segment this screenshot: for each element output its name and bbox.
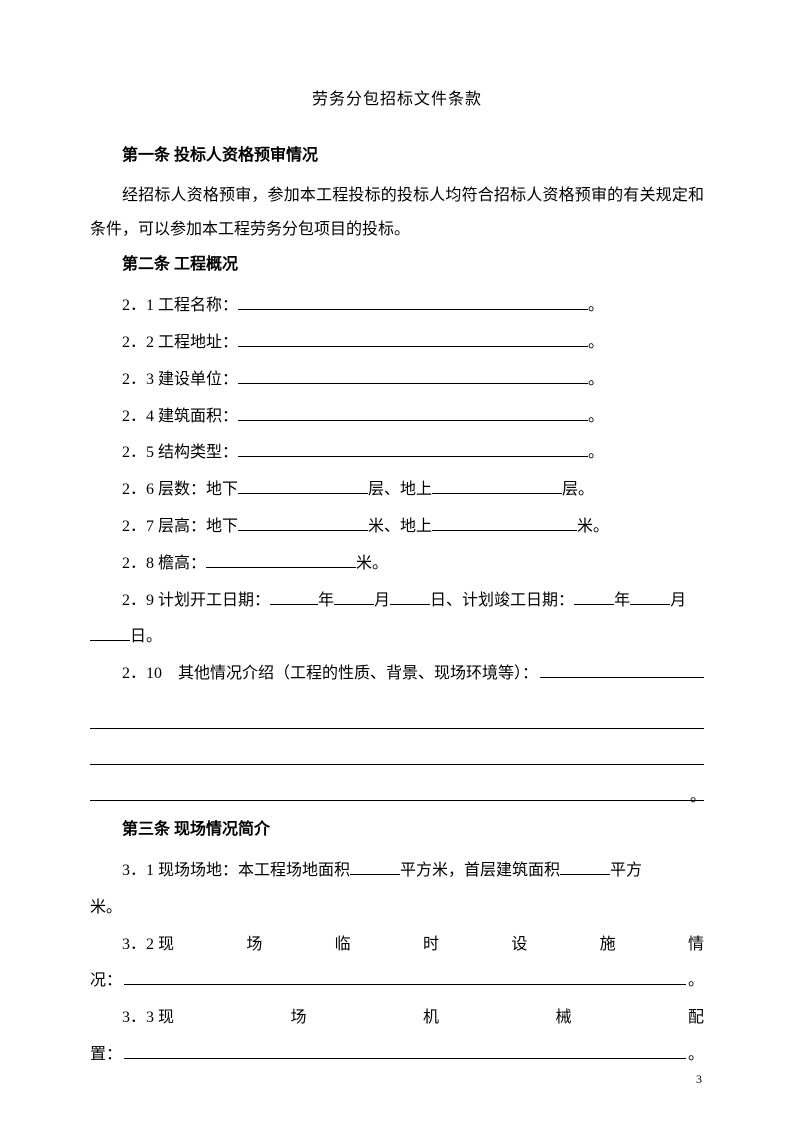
article-1-heading: 第一条 投标人资格预审情况 <box>90 141 704 165</box>
blank-2-6b[interactable] <box>432 478 562 494</box>
item-3-2-c1: 场 <box>246 927 262 964</box>
blank-3-1b[interactable] <box>560 859 610 875</box>
item-2-7-mid: 米、地上 <box>368 518 432 535</box>
article-1-body: 经招标人资格预审，参加本工程投标的投标人均符合招标人资格预审的有关规定和条件，可… <box>90 179 704 246</box>
blank-2-7b[interactable] <box>432 515 577 531</box>
item-3-2: 3．2 现 场 临 时 设 施 情 <box>90 927 704 964</box>
blank-2-10d[interactable] <box>90 767 704 801</box>
item-2-10: 2．10 其他情况介绍（工程的性质、背景、现场环境等）： <box>90 656 704 693</box>
item-2-6-pre: 2．6 层数：地下 <box>122 481 238 498</box>
item-3-3-cont: 置： 。 <box>90 1037 704 1074</box>
blank-2-1[interactable] <box>238 294 588 310</box>
item-2-8-pre: 2．8 檐高： <box>122 555 206 572</box>
page-container: 劳务分包招标文件条款 第一条 投标人资格预审情况 经招标人资格预审，参加本工程投… <box>0 0 794 1123</box>
blank-2-9d2[interactable] <box>90 625 130 641</box>
item-2-7-pre: 2．7 层高：地下 <box>122 518 238 535</box>
blank-2-6a[interactable] <box>238 478 368 494</box>
item-2-8-end: 米。 <box>356 555 388 572</box>
item-2-7-end: 米。 <box>577 518 609 535</box>
item-3-3-c0: 3．3 现 <box>122 1000 174 1037</box>
item-2-5: 2．5 结构类型：。 <box>90 435 704 472</box>
blank-2-9y[interactable] <box>270 589 318 605</box>
item-2-4-label: 2．4 建筑面积： <box>122 408 238 425</box>
item-2-9-m2: 月 <box>670 592 686 609</box>
item-2-1-label: 2．1 工程名称： <box>122 297 238 314</box>
item-2-3-label: 2．3 建设单位： <box>122 371 238 388</box>
item-2-2: 2．2 工程地址：。 <box>90 325 704 362</box>
item-3-2-c3: 时 <box>423 927 439 964</box>
item-3-2-c6: 情 <box>688 927 704 964</box>
item-2-9-y: 年 <box>318 592 334 609</box>
blank-2-3[interactable] <box>238 368 588 384</box>
item-3-3-c3: 械 <box>555 1000 571 1037</box>
page-number: 3 <box>696 1072 702 1087</box>
item-2-1: 2．1 工程名称：。 <box>90 288 704 325</box>
blank-3-1a[interactable] <box>350 859 400 875</box>
item-3-1: 3．1 现场场地：本工程场地面积 平方米，首层建筑面积 平方 <box>90 853 704 890</box>
article-3-heading: 第三条 现场情况简介 <box>90 815 704 839</box>
item-2-9-d: 日、计划竣工日期： <box>430 592 574 609</box>
blank-3-2[interactable] <box>124 969 686 985</box>
item-2-8: 2．8 檐高： 米。 <box>90 546 704 583</box>
item-3-3-c2: 机 <box>423 1000 439 1037</box>
item-2-7: 2．7 层高：地下 米、地上 米。 <box>90 509 704 546</box>
blank-3-3[interactable] <box>124 1043 686 1059</box>
item-2-3: 2．3 建设单位：。 <box>90 362 704 399</box>
item-2-5-label: 2．5 结构类型： <box>122 444 238 461</box>
blank-2-8[interactable] <box>206 552 356 568</box>
item-2-6-mid: 层、地上 <box>368 481 432 498</box>
item-2-10-label: 2．10 其他情况介绍（工程的性质、背景、现场环境等）： <box>122 656 538 693</box>
blank-2-9y2[interactable] <box>574 589 614 605</box>
blank-2-2[interactable] <box>238 331 588 347</box>
item-3-1-mid: 平方米，首层建筑面积 <box>400 862 560 879</box>
item-3-1-pre: 3．1 现场场地：本工程场地面积 <box>122 862 350 879</box>
item-2-6: 2．6 层数：地下 层、地上 层。 <box>90 472 704 509</box>
blank-2-9m2[interactable] <box>630 589 670 605</box>
item-3-2-cont: 况： 。 <box>90 963 704 1000</box>
item-3-2-c0: 3．2 现 <box>122 927 174 964</box>
item-3-2-c4: 设 <box>511 927 527 964</box>
blank-2-10b[interactable] <box>90 695 704 729</box>
item-3-3: 3．3 现 场 机 械 配 <box>90 1000 704 1037</box>
blank-2-10a[interactable] <box>540 662 704 678</box>
blank-2-5[interactable] <box>238 441 588 457</box>
item-3-2-c2: 临 <box>335 927 351 964</box>
blank-2-9d[interactable] <box>390 589 430 605</box>
blank-2-7a[interactable] <box>238 515 368 531</box>
item-2-6-end: 层。 <box>562 481 594 498</box>
item-2-9-cont: 日。 <box>90 619 704 656</box>
item-2-9-y2: 年 <box>614 592 630 609</box>
item-2-4: 2．4 建筑面积：。 <box>90 399 704 436</box>
item-3-1-end: 平方 <box>610 862 642 879</box>
item-2-9-end: 日。 <box>130 628 162 645</box>
item-3-3-cont-end: 。 <box>688 1037 704 1074</box>
blank-2-9m[interactable] <box>334 589 374 605</box>
blank-2-4[interactable] <box>238 405 588 421</box>
item-3-3-c4: 配 <box>688 1000 704 1037</box>
item-3-2-cont-pre: 况： <box>90 963 122 1000</box>
item-3-3-c1: 场 <box>290 1000 306 1037</box>
item-3-2-cont-end: 。 <box>688 963 704 1000</box>
item-3-3-cont-pre: 置： <box>90 1037 122 1074</box>
blank-2-10c[interactable] <box>90 731 704 765</box>
item-3-2-c5: 施 <box>600 927 616 964</box>
item-3-1-cont: 米。 <box>90 890 704 927</box>
item-2-9-pre: 2．9 计划开工日期： <box>122 592 270 609</box>
item-2-9: 2．9 计划开工日期： 年 月 日、计划竣工日期： 年 月 <box>90 583 704 620</box>
document-title: 劳务分包招标文件条款 <box>90 85 704 109</box>
item-2-9-m: 月 <box>374 592 390 609</box>
article-2-heading: 第二条 工程概况 <box>90 250 704 274</box>
item-2-2-label: 2．2 工程地址： <box>122 334 238 351</box>
